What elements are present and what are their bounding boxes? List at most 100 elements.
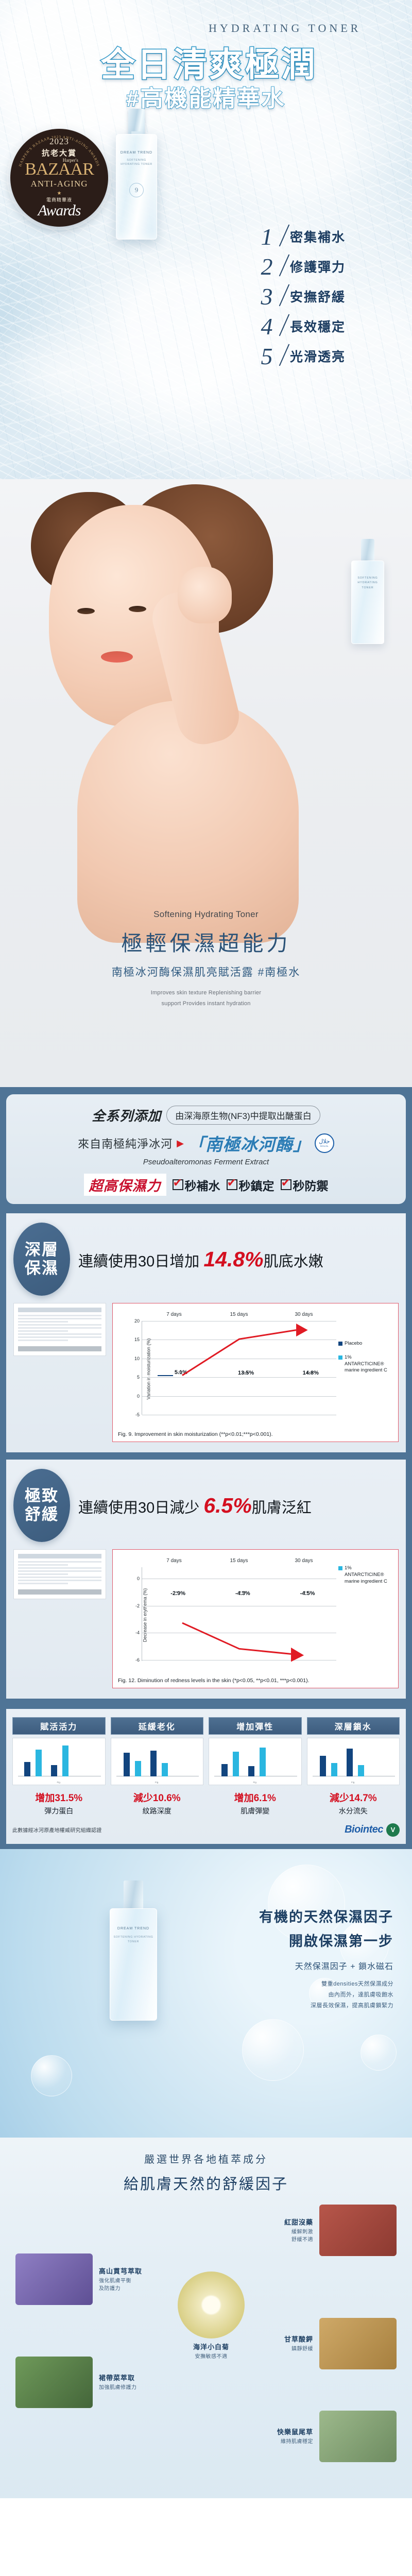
legend-item: 1% ANTARCTICINE® marine ingredient C (338, 1565, 391, 1585)
botanical-item: 快樂鼠尾草 維持肌膚穩定 (242, 2410, 397, 2462)
mini-bar (150, 1751, 157, 1776)
paper-line (18, 1570, 101, 1572)
paper-line (18, 1336, 101, 1338)
bubble-decor (31, 2055, 72, 2096)
paper-line (18, 1340, 68, 1341)
research-inner: 深層 保濕 連續使用30日增加 14.8%肌底水嫩 (6, 1213, 406, 1452)
organic-line-1: 有機的天然保濕因子 (259, 1909, 393, 1925)
stat-card-tag: 深層鎖水 (306, 1717, 400, 1735)
stat-card-mini-chart: Fig. (110, 1738, 203, 1785)
chart-bars: * -2.9% *** -4.3% (142, 1567, 336, 1661)
stat-number: 減少10.6% (133, 1793, 181, 1804)
bar-placebo (158, 1375, 174, 1376)
badge-line-2: 保濕 (25, 1259, 59, 1277)
model-en-desc: Improves skin texture Replenishing barri… (0, 988, 412, 1009)
headline-suffix: 肌底水嫩 (263, 1253, 323, 1270)
stat-value: 減少10.6% 紋路深度 (111, 1791, 204, 1816)
mini-bar (123, 1753, 130, 1776)
y-tick: -4 (135, 1630, 140, 1636)
headline-suffix: 肌膚泛紅 (251, 1499, 312, 1516)
botanicals-section: 嚴選世界各地植萃成分 給肌膚天然的舒緩因子 紅甜沒藥 緩解刺激 舒緩不適 高山貫… (0, 2137, 412, 2498)
paper-line (18, 1580, 101, 1581)
ingredient-name: 「南極冰河酶」 (187, 1135, 311, 1154)
botanical-name: 快樂鼠尾草 (277, 2428, 313, 2436)
mini-bar (248, 1766, 254, 1776)
chart-canvas: Decrease in erythema (%) 7 days 15 days … (118, 1556, 393, 1674)
research-body: Decrease in erythema (%) 7 days 15 days … (13, 1549, 399, 1688)
model-cn-subtitle: 南極冰河酶保濕肌亮賦活露 #南極水 (111, 967, 301, 978)
benefit-number: 4 (261, 313, 273, 340)
hero-eyebrow: HYDRATING TONER (209, 22, 362, 35)
benefit-slash (279, 311, 292, 337)
research-section-hydration: 深層 保濕 連續使用30日增加 14.8%肌底水嫩 (0, 1213, 412, 1460)
source-note: 此數據經冰河原產地權威研究組織認證 (12, 1828, 102, 1834)
ingredient-latin-name: Pseudoalteromonas Ferment Extract (143, 1158, 269, 1166)
botanical-photo (15, 2253, 93, 2305)
botanical-photo (178, 2271, 245, 2338)
benefit-number: 2 (261, 253, 273, 280)
model-en-desc-line2: support Provides instant hydration (161, 1000, 251, 1007)
organic-desc-line-2: 由內而外，達肌膚吸飽水 (328, 1991, 393, 1998)
legend-label: 1% ANTARCTICINE® marine ingredient C (345, 1354, 387, 1374)
headline-prefix: 連續使用30日減少 (78, 1499, 204, 1516)
badge-brand: BAZAAR Harper's (25, 158, 94, 179)
headline-figure: 6.5% (203, 1493, 252, 1517)
claim-check-2: 秒鎮定 (226, 1176, 274, 1194)
organic-line-3: 天然保濕因子 + 鎖水磁石 (295, 1962, 393, 1971)
chart-plot-area: 20 15 10 5 0 -5 5 (134, 1318, 336, 1417)
chart-bar-group: 5.1% ** (142, 1369, 207, 1376)
benefit-label: 密集補水 (290, 231, 346, 245)
bottle-body (110, 1908, 157, 2021)
paper-line (18, 1583, 68, 1584)
model-en-desc-line1: Improves skin texture Replenishing barri… (150, 990, 262, 996)
stat-label: 彈力蛋白 (44, 1806, 74, 1815)
ingredient-pill: 由深海原生物(NF3)中提取出醣蛋白 (166, 1106, 320, 1125)
chart-redness: Decrease in erythema (%) 7 days 15 days … (112, 1549, 399, 1688)
botanical-desc: 維持肌膚穩定 (281, 2439, 313, 2445)
research-header: 極致 舒緩 連續使用30日減少 6.5%肌膚泛紅 (13, 1469, 399, 1542)
botanical-photo (15, 2356, 93, 2408)
mini-caption: Fig. (154, 1781, 159, 1784)
stat-number: 增加31.5% (35, 1793, 83, 1804)
stat-card-tag: 賦活活力 (12, 1717, 106, 1735)
x-tick: 15 days (230, 1312, 248, 1317)
mini-bar (62, 1745, 68, 1776)
stat-card-mini-chart: Fig. (306, 1738, 400, 1785)
source-row: 此數據經冰河原產地權威研究組織認證 Biointec V (12, 1823, 400, 1837)
badge-line-2: 舒緩 (25, 1505, 59, 1523)
organic-text-block: 有機的天然保濕因子 開啟保濕第一步 天然保濕因子 + 鎖水磁石 雙重densit… (259, 1906, 393, 2011)
claim-check-3: 秒防禦 (280, 1176, 329, 1194)
ingredient-origin-row: 來自南極純淨冰河 ▶ 「南極冰河酶」 حلال HALAL (15, 1131, 397, 1156)
bottle-product-label: SOFTENING HYDRATING TONER (113, 1935, 153, 1944)
mini-bar (24, 1762, 30, 1776)
benefit-number: 3 (261, 283, 273, 310)
bottle-label: SOFTENING HYDRATING TONER (357, 577, 378, 589)
bar-value-label: -4.5% (300, 1590, 315, 1597)
botanical-name: 裙帶菜萃取 (99, 2374, 135, 2382)
badge-brand-text: BAZAAR (25, 159, 94, 179)
product-bottle-organic: DREAM TREND SOFTENING HYDRATING TONER (100, 1877, 167, 2032)
mini-bar (260, 1748, 266, 1776)
paper-header (18, 1308, 101, 1312)
model-caption-block: Softening Hydrating Toner 極輕保濕超能力 南極冰河酶保… (0, 909, 412, 1009)
y-tick: -6 (135, 1657, 140, 1663)
mini-bar (36, 1750, 42, 1776)
bottle-body (351, 561, 384, 644)
paper-footer (18, 1589, 101, 1595)
y-tick: 15 (134, 1337, 140, 1343)
paper-line (18, 1561, 101, 1563)
claim-label: 秒補水 (184, 1179, 220, 1193)
botanical-item: 紅甜沒藥 緩解刺激 舒緩不適 (242, 2204, 397, 2256)
botanicals-grid: 紅甜沒藥 緩解刺激 舒緩不適 高山貫芎萃取 強化肌膚平衡 及防護力 海洋小白菊 … (0, 2199, 412, 2488)
headline-figure: 14.8% (203, 1247, 264, 1271)
stat-label: 紋路深度 (142, 1806, 171, 1815)
legend-swatch (338, 1342, 342, 1346)
halal-label: HALAL (320, 1145, 329, 1147)
chart-moisturization: Variation in moisturization (%) 7 days 1… (112, 1303, 399, 1442)
significance-marker: ** (178, 1370, 183, 1376)
mini-bar (233, 1752, 239, 1776)
research-paper-thumb (13, 1303, 106, 1356)
mini-bar (161, 1763, 168, 1776)
benefit-item: 3 安撫舒緩 (255, 281, 346, 310)
botanicals-heading: 嚴選世界各地植萃成分 (144, 2154, 268, 2165)
